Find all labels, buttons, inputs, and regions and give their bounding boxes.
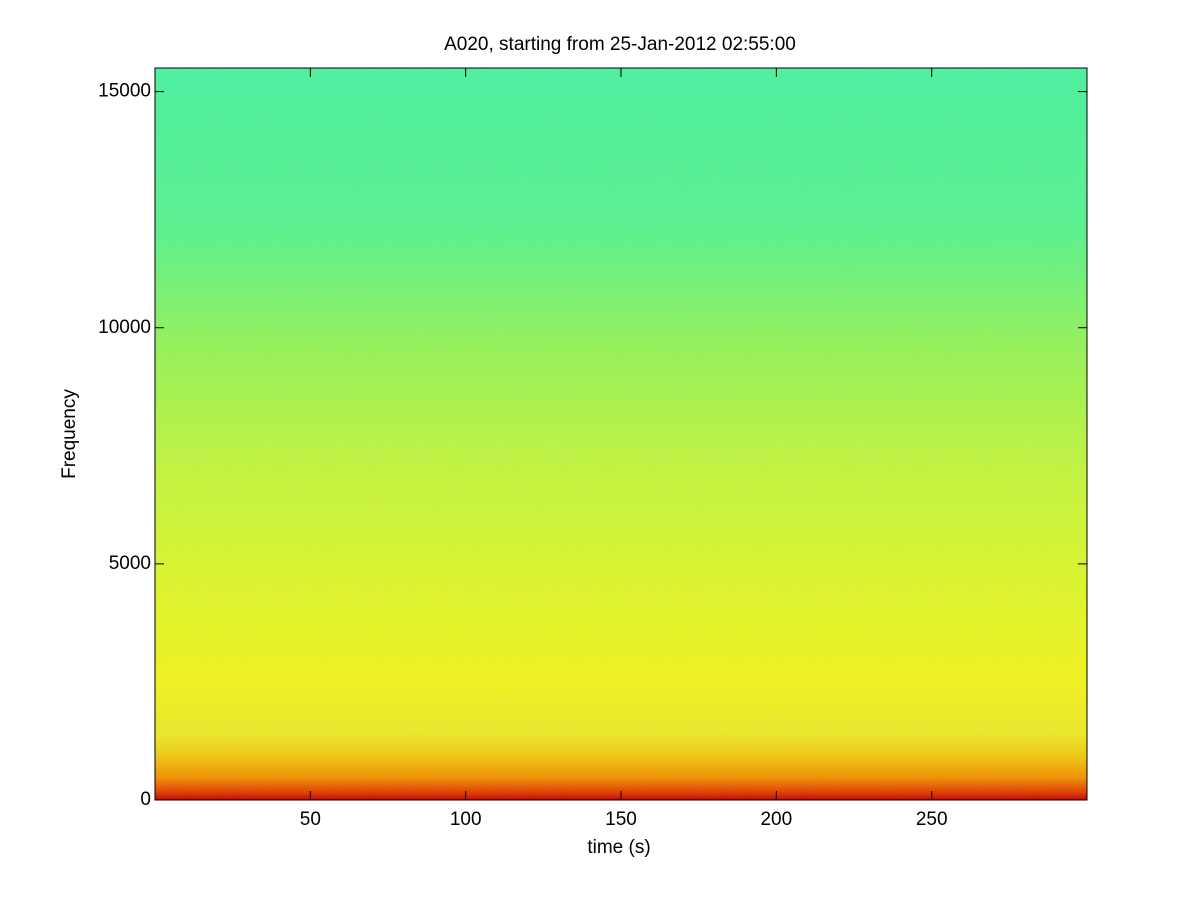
x-tick-label: 250	[916, 809, 948, 830]
y-axis-label: Frequency	[59, 389, 80, 479]
spectrogram-noise	[155, 68, 1087, 800]
x-tick-label: 50	[300, 809, 321, 830]
y-tick-label: 5000	[109, 553, 151, 574]
chart-title: A020, starting from 25-Jan-2012 02:55:00	[444, 34, 796, 55]
x-tick-label: 200	[760, 809, 792, 830]
y-tick-label: 0	[140, 789, 151, 810]
plot-area	[154, 67, 1088, 801]
y-tick-label: 10000	[98, 317, 151, 338]
y-tick-label: 15000	[98, 81, 151, 102]
x-axis-label: time (s)	[587, 837, 650, 858]
x-tick-label: 100	[450, 809, 482, 830]
x-tick-label: 150	[605, 809, 637, 830]
